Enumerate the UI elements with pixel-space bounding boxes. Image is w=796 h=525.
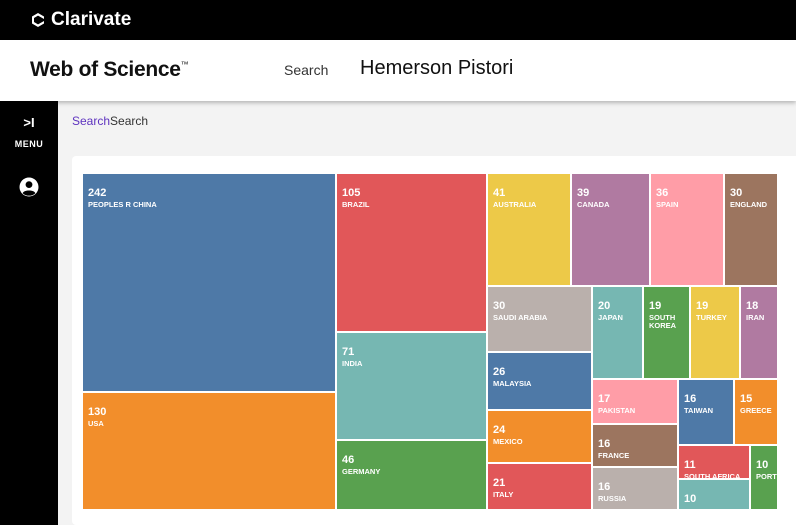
treemap-tile-south-africa[interactable]: 11 SOUTH AFRICA bbox=[678, 445, 750, 479]
treemap-tile-spain[interactable]: 36 SPAIN bbox=[650, 173, 724, 286]
treemap-tile-pakistan[interactable]: 17 PAKISTAN bbox=[592, 379, 678, 424]
tile-label: PAKISTAN bbox=[598, 406, 636, 415]
tile-count: 39 bbox=[577, 187, 590, 199]
tile-count: 21 bbox=[493, 477, 506, 489]
tile-count: 11 bbox=[684, 459, 696, 471]
tile-count: 26 bbox=[493, 366, 506, 378]
nav-search-link[interactable]: Search bbox=[284, 62, 329, 78]
treemap-tile-mexico[interactable]: 24 MEXICO bbox=[487, 410, 592, 463]
trademark: ™ bbox=[180, 60, 189, 69]
tile-label: SAUDI ARABIA bbox=[493, 313, 548, 322]
tile-count: 36 bbox=[656, 187, 669, 199]
treemap-tile-germany[interactable]: 46 GERMANY bbox=[336, 440, 487, 510]
tile-count: 19 bbox=[649, 300, 662, 312]
treemap-tile-france[interactable]: 16 FRANCE bbox=[592, 424, 678, 467]
tile-label: SPAIN bbox=[656, 200, 679, 209]
treemap-tile-taiwan[interactable]: 16 TAIWAN bbox=[678, 379, 734, 445]
tile-label: FRANCE bbox=[598, 451, 630, 460]
top-bar: Clarivate bbox=[0, 0, 796, 40]
treemap-tile-usa[interactable]: 130 USA bbox=[82, 392, 336, 510]
tile-label: MEXICO bbox=[493, 437, 523, 446]
tile-count: 41 bbox=[493, 187, 506, 199]
expand-menu-icon[interactable]: >I bbox=[23, 115, 35, 130]
treemap-tile-brazil[interactable]: 105 BRAZIL bbox=[336, 173, 487, 332]
tile-label: INDIA bbox=[342, 359, 363, 368]
tile-count: 16 bbox=[598, 438, 611, 450]
tile-label: AUSTRALIA bbox=[493, 200, 537, 209]
clarivate-mark-icon bbox=[32, 13, 44, 27]
sidebar: >I MENU bbox=[0, 101, 58, 525]
tile-label: TURKEY bbox=[696, 313, 727, 322]
tile-count: 10 bbox=[684, 493, 697, 505]
tile-count: 15 bbox=[740, 393, 753, 405]
tile-label: RUSSIA bbox=[598, 494, 627, 503]
tile-count: 16 bbox=[684, 393, 697, 405]
treemap-tile-turkey[interactable]: 19 TURKEY bbox=[690, 286, 740, 379]
treemap-tile-japan[interactable]: 20 JAPAN bbox=[592, 286, 643, 379]
tile-count: 242 bbox=[88, 187, 107, 199]
tile-label: BRAZIL bbox=[342, 200, 370, 209]
tile-count: 20 bbox=[598, 300, 611, 312]
tile-label: JAPAN bbox=[598, 313, 623, 322]
brand-name: Clarivate bbox=[51, 9, 132, 30]
breadcrumb-search-link[interactable]: Search bbox=[72, 114, 111, 128]
treemap-tile-india[interactable]: 71 INDIA bbox=[336, 332, 487, 440]
tile-count: 19 bbox=[696, 300, 709, 312]
tile-count: 17 bbox=[598, 393, 611, 405]
tile-label: TAIWAN bbox=[684, 406, 714, 415]
treemap-tile-greece[interactable]: 15 GREECE bbox=[734, 379, 778, 445]
tile-count: 105 bbox=[342, 187, 361, 199]
tile-label: USA bbox=[88, 419, 104, 428]
tile-count: 46 bbox=[342, 454, 355, 466]
tile-count: 16 bbox=[598, 481, 611, 493]
treemap-tile-russia[interactable]: 16 RUSSIA bbox=[592, 467, 678, 510]
countries-treemap: 242 PEOPLES R CHINA 130 USA 105 BRAZIL 71 INDIA… bbox=[82, 173, 778, 510]
tile-count: 30 bbox=[730, 187, 743, 199]
tile-label: IRAN bbox=[746, 313, 765, 322]
treemap-tile-unlabeled[interactable]: 10 bbox=[678, 479, 750, 510]
treemap-tile-australia[interactable]: 41 AUSTRALIA bbox=[487, 173, 571, 286]
tile-count: 18 bbox=[746, 300, 759, 312]
breadcrumb-current: Search bbox=[110, 114, 149, 128]
tile-count: 10 bbox=[756, 459, 769, 471]
tile-count: 130 bbox=[88, 406, 107, 418]
treemap-tile-peoples-r-china[interactable]: 242 PEOPLES R CHINA bbox=[82, 173, 336, 392]
treemap-tile-canada[interactable]: 39 CANADA bbox=[571, 173, 650, 286]
user-icon[interactable] bbox=[19, 177, 39, 197]
tile-count: 71 bbox=[342, 346, 355, 358]
tile-label: MALAYSIA bbox=[493, 379, 532, 388]
treemap-tile-iran[interactable]: 18 IRAN bbox=[740, 286, 778, 379]
tile-label: ITALY bbox=[493, 490, 514, 499]
search-query-text: Hemerson Pistori bbox=[360, 57, 514, 79]
treemap-tile-malaysia[interactable]: 26 MALAYSIA bbox=[487, 352, 592, 410]
product-name: Web of Science bbox=[30, 58, 181, 81]
breadcrumb: SearchSearch bbox=[72, 114, 148, 128]
tile-count: 30 bbox=[493, 300, 506, 312]
tile-label: PORT bbox=[756, 472, 777, 481]
app-header: Web of Science™ Search Hemerson Pistori bbox=[0, 40, 796, 101]
tile-label: GREECE bbox=[740, 406, 772, 415]
tile-label: PEOPLES R CHINA bbox=[88, 200, 157, 209]
tile-label: GERMANY bbox=[342, 467, 381, 476]
tile-label: CANADA bbox=[577, 200, 610, 209]
tile-count: 24 bbox=[493, 424, 506, 436]
tile-label: SOUTH AFRICA bbox=[684, 472, 741, 479]
product-logo[interactable]: Web of Science™ bbox=[30, 58, 189, 82]
treemap-tile-south-korea[interactable]: 19 SOUTH KOREA bbox=[643, 286, 690, 379]
menu-label[interactable]: MENU bbox=[14, 139, 44, 149]
treemap-tile-italy[interactable]: 21 ITALY bbox=[487, 463, 592, 510]
treemap-tile-port[interactable]: 10 PORT bbox=[750, 445, 778, 510]
tile-label: ENGLAND bbox=[730, 200, 768, 209]
treemap-tile-england[interactable]: 30 ENGLAND bbox=[724, 173, 778, 286]
clarivate-logo[interactable]: Clarivate bbox=[30, 9, 131, 31]
treemap-tile-saudi-arabia[interactable]: 30 SAUDI ARABIA bbox=[487, 286, 592, 352]
tile-label: SOUTH KOREA bbox=[649, 313, 677, 330]
